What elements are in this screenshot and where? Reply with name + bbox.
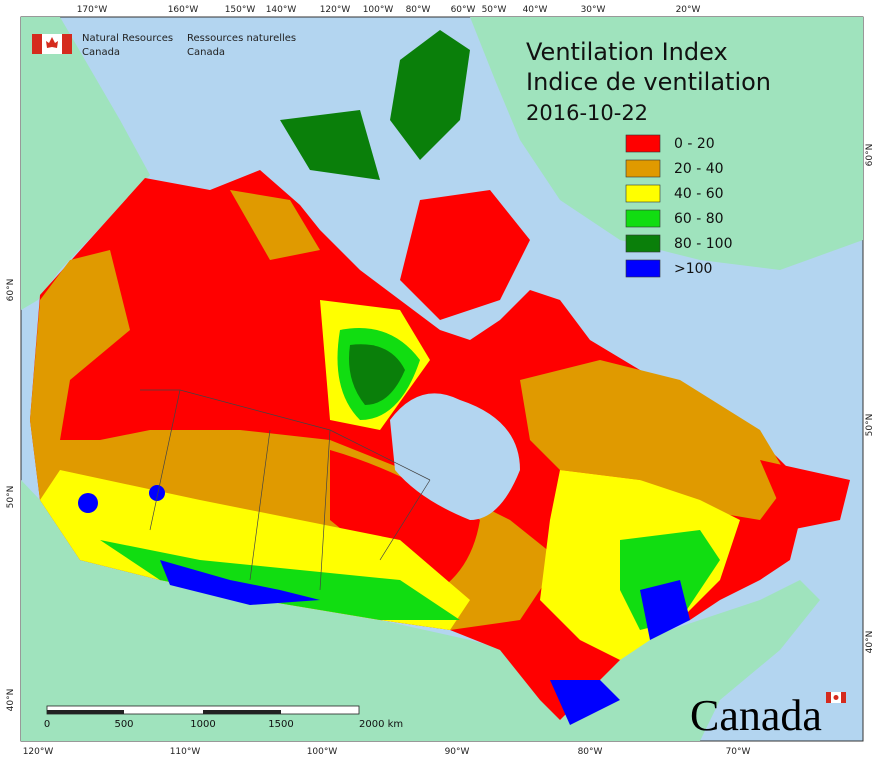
zone-blue-ontario [550,680,620,725]
scale-label: 1000 [190,719,215,730]
nrcan-flag [32,34,72,54]
longitude-label: 80°W [406,5,431,15]
longitude-label: 160°W [168,5,199,15]
zone-blue-spot [78,493,98,513]
longitude-label: 100°W [363,5,394,15]
scale-bar-segment [47,710,124,714]
zone-blue-east [640,580,690,640]
map-title: 2016-10-22 [526,101,648,125]
zone-red-interior [130,330,300,425]
alaska [21,17,150,310]
longitude-label: 60°W [451,5,476,15]
legend-swatch [625,184,661,203]
zone-green-south [100,540,460,620]
legend-label: 0 - 20 [674,136,715,152]
agency-name: Natural Resources [82,33,173,44]
latitude-label: 40°N [865,631,875,654]
legend-label: 60 - 80 [674,211,724,227]
longitude-label: 90°W [445,747,470,757]
greenland [470,17,863,270]
legend-swatch [625,234,661,253]
longitude-label: 120°W [320,5,351,15]
legend-swatch [625,259,661,278]
map-title: Ventilation Index [526,38,728,66]
longitude-label: 30°W [581,5,606,15]
longitude-label: 80°W [578,747,603,757]
arctic-island [390,30,470,160]
latitude-label: 60°N [6,279,16,302]
legend-label: 40 - 60 [674,186,724,202]
longitude-label: 150°W [225,5,256,15]
flag-leaf [46,37,58,48]
longitude-label: 40°W [523,5,548,15]
longitude-label: 170°W [77,5,108,15]
canada-wordmark: Canada [690,691,822,740]
newfoundland [760,460,850,530]
legend-label: 80 - 100 [674,236,733,252]
latitude-label: 50°N [865,414,875,437]
scale-label: 2000 km [359,719,403,730]
agency-name: Canada [187,47,225,58]
longitude-label: 120°W [23,747,54,757]
longitude-label: 70°W [726,747,751,757]
longitude-label: 110°W [170,747,201,757]
hudson-bay [390,393,520,520]
legend-label: >100 [674,261,712,277]
longitude-label: 20°W [676,5,701,15]
provincial-borders [140,389,431,591]
latitude-label: 60°N [865,144,875,167]
latitude-label: 40°N [6,689,16,712]
arctic-island [280,110,380,180]
legend-swatch [625,209,661,228]
baffin-island [400,190,530,320]
latitude-label: 50°N [6,486,16,509]
scale-label: 500 [114,719,133,730]
zone-red-central [330,450,480,600]
usa [21,480,820,741]
wordmark-leaf [833,695,839,700]
longitude-label: 50°W [482,5,507,15]
scale-label: 1500 [268,719,293,730]
agency-name: Ressources naturelles [187,33,296,44]
legend-swatch [625,159,661,178]
map-title: Indice de ventilation [526,68,771,96]
flag-bar [62,34,72,54]
agency-name: Canada [82,47,120,58]
longitude-label: 140°W [266,5,297,15]
zone-blue-spot [149,485,165,501]
basemap [21,17,863,741]
zone-darkgreen-hudson [349,344,405,405]
scale-label: 0 [44,719,50,730]
zone-blue-south [160,560,320,605]
arctic-island [230,190,320,260]
zone-orange-east [520,360,790,520]
longitude-label: 100°W [307,747,338,757]
legend-swatch [625,134,661,153]
legend-label: 20 - 40 [674,161,724,177]
scale-bar-segment [203,710,281,714]
flag-bar [32,34,42,54]
annotations: Natural Resources Canada Ressources nature… [6,5,875,757]
